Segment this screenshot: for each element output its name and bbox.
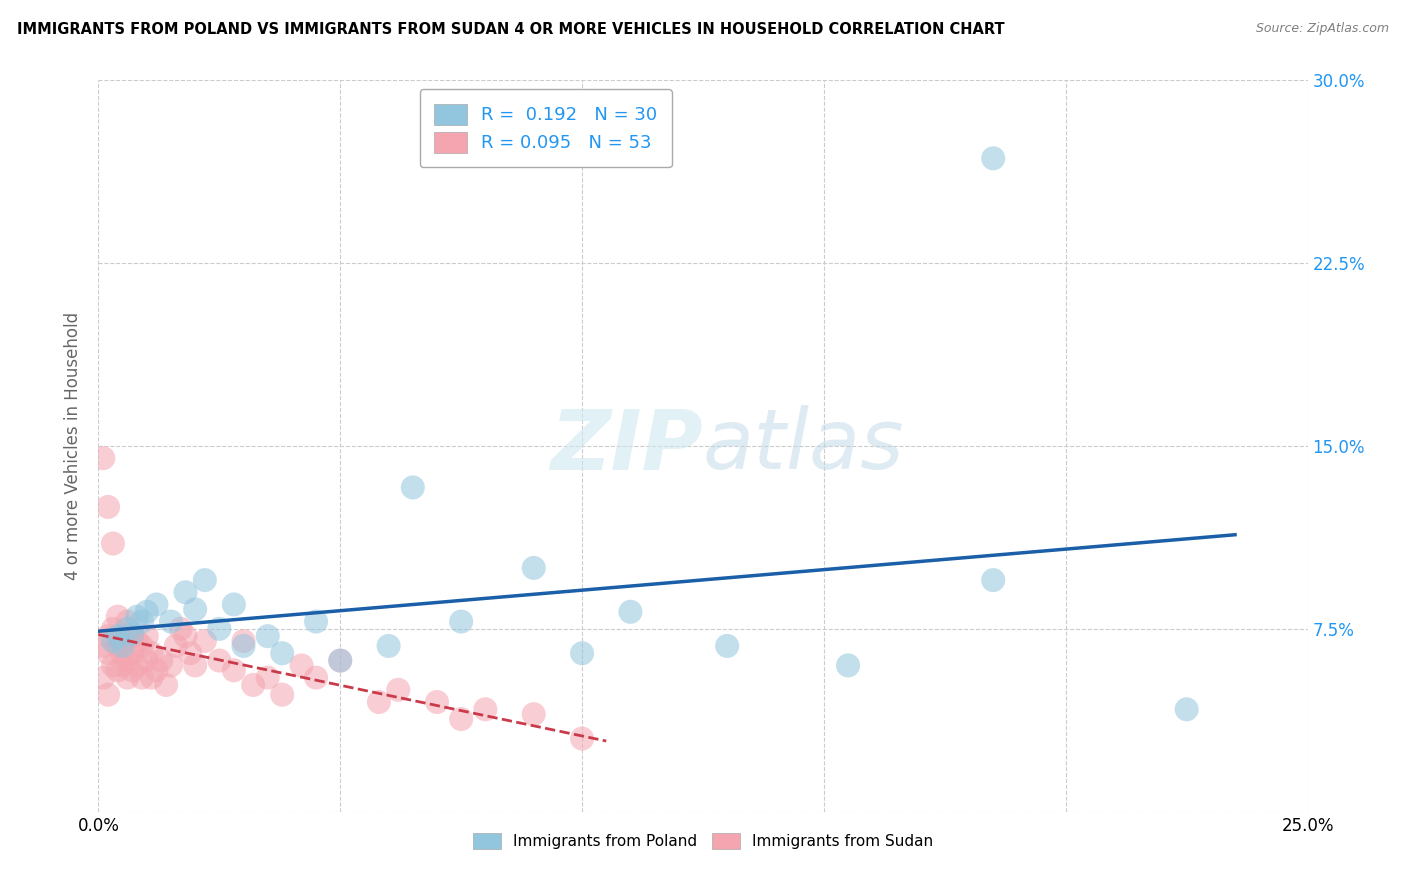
Point (450, 615, 472, 629)
Text: ZIP: ZIP (550, 406, 703, 486)
Point (474, 702, 496, 716)
Point (107, 639, 129, 653)
Point (97, 688, 120, 702)
Point (402, 480, 425, 494)
Y-axis label: 4 or more Vehicles in Household: 4 or more Vehicles in Household (65, 312, 83, 580)
Point (160, 615, 183, 629)
Point (141, 671, 163, 685)
Point (121, 626, 143, 640)
Legend: Immigrants from Poland, Immigrants from Sudan: Immigrants from Poland, Immigrants from … (467, 827, 939, 855)
Point (127, 634, 149, 648)
Point (290, 658, 312, 673)
Point (135, 605, 157, 619)
Point (256, 629, 278, 643)
Point (111, 658, 134, 673)
Point (981, 151, 1004, 165)
Point (222, 598, 245, 612)
Point (111, 639, 134, 653)
Point (117, 671, 139, 685)
Point (256, 671, 278, 685)
Point (208, 654, 231, 668)
Point (117, 654, 139, 668)
Point (426, 695, 449, 709)
Point (619, 605, 641, 619)
Point (387, 682, 409, 697)
Point (117, 622, 139, 636)
Point (150, 654, 173, 668)
Point (111, 634, 134, 648)
Point (232, 639, 254, 653)
Point (305, 671, 328, 685)
Point (131, 615, 153, 629)
Point (716, 639, 738, 653)
Point (222, 663, 245, 677)
Point (208, 622, 231, 636)
Point (368, 695, 391, 709)
Point (160, 658, 183, 673)
Point (523, 561, 546, 575)
Point (145, 598, 167, 612)
Point (135, 654, 157, 668)
Point (1175, 702, 1198, 716)
Point (155, 678, 177, 692)
Point (571, 731, 593, 746)
Point (981, 573, 1004, 587)
Point (97, 629, 120, 643)
Point (271, 688, 294, 702)
Point (145, 663, 167, 677)
Point (111, 646, 134, 660)
Point (141, 646, 163, 660)
Point (184, 602, 207, 616)
Point (117, 615, 139, 629)
Point (107, 629, 129, 643)
Point (91, 671, 114, 685)
Point (131, 671, 153, 685)
Text: atlas: atlas (703, 406, 904, 486)
Point (107, 663, 129, 677)
Point (329, 654, 352, 668)
Point (121, 663, 143, 677)
Point (131, 639, 153, 653)
Point (169, 622, 191, 636)
Point (101, 536, 124, 550)
Point (101, 622, 124, 636)
Point (174, 585, 197, 599)
Point (305, 615, 328, 629)
Text: IMMIGRANTS FROM POLAND VS IMMIGRANTS FROM SUDAN 4 OR MORE VEHICLES IN HOUSEHOLD : IMMIGRANTS FROM POLAND VS IMMIGRANTS FRO… (17, 22, 1004, 37)
Point (91, 451, 114, 466)
Point (101, 658, 124, 673)
Point (329, 654, 352, 668)
Point (127, 658, 149, 673)
Point (91, 639, 114, 653)
Point (242, 678, 264, 692)
Text: Source: ZipAtlas.com: Source: ZipAtlas.com (1256, 22, 1389, 36)
Point (127, 609, 149, 624)
Point (571, 646, 593, 660)
Point (179, 646, 201, 660)
Point (165, 639, 187, 653)
Point (271, 646, 294, 660)
Point (194, 634, 217, 648)
Point (184, 658, 207, 673)
Point (194, 573, 217, 587)
Point (837, 658, 859, 673)
Point (450, 712, 472, 726)
Point (107, 609, 129, 624)
Point (121, 629, 143, 643)
Point (523, 707, 546, 722)
Point (101, 634, 124, 648)
Point (377, 639, 399, 653)
Point (97, 500, 120, 514)
Point (232, 634, 254, 648)
Point (174, 629, 197, 643)
Point (135, 629, 157, 643)
Point (97, 646, 120, 660)
Point (121, 646, 143, 660)
